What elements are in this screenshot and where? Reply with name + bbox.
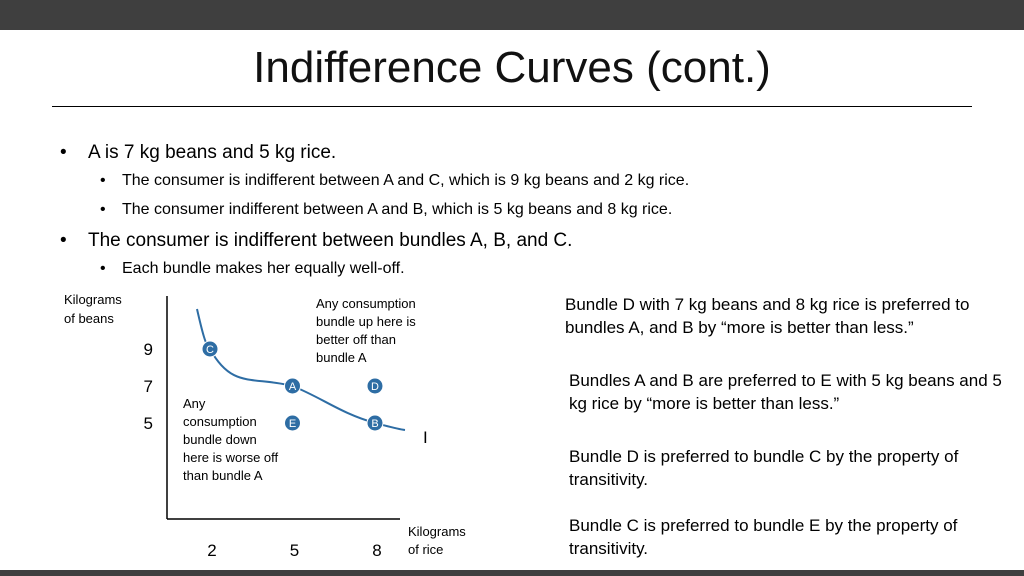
bundle-label: B — [371, 418, 378, 430]
bundle-marker — [284, 414, 301, 432]
title-divider — [52, 106, 972, 107]
bundle-point-d: D — [366, 377, 384, 395]
slide-title: Indifference Curves (cont.) — [253, 43, 771, 92]
note-bundle-d: Bundle D with 7 kg beans and 8 kg rice i… — [565, 295, 970, 337]
bundle-label: E — [289, 418, 296, 430]
annotation-upper: Any consumption bundle up here is better… — [316, 296, 419, 365]
curve-label: I — [423, 428, 428, 447]
bundle-point-e: E — [284, 414, 301, 432]
bundle-label: C — [206, 344, 214, 356]
bundle-label: D — [371, 381, 379, 393]
y-tick-label: 9 — [144, 340, 153, 359]
x-tick-label: 5 — [290, 541, 299, 560]
bundle-point-a: A — [284, 377, 301, 395]
x-axis-label: Kilograms of rice — [408, 524, 469, 557]
bundle-marker — [284, 377, 301, 395]
x-tick-label: 8 — [372, 541, 381, 560]
note-d-over-c: Bundle D is preferred to bundle C by the… — [569, 447, 959, 489]
y-tick-label: 5 — [144, 414, 153, 433]
bundle-marker — [201, 340, 219, 358]
bundle-marker — [366, 414, 384, 432]
annotation-lower: Any consumption bundle down here is wors… — [183, 396, 282, 483]
bullet-item: The consumer is indifferent between A an… — [60, 170, 960, 192]
bullet-item: The consumer is indifferent between bund… — [60, 228, 960, 254]
bottom-bar — [0, 570, 1024, 576]
bullet-item: Each bundle makes her equally well-off. — [60, 258, 960, 280]
bundle-point-c: C — [201, 340, 219, 358]
bundle-marker — [366, 377, 384, 395]
y-tick-label: 7 — [144, 377, 153, 396]
note-bundles-ab: Bundles A and B are preferred to E with … — [569, 371, 1002, 413]
bundle-label: A — [289, 381, 297, 393]
top-bar — [0, 0, 1024, 30]
note-c-over-e: Bundle C is preferred to bundle E by the… — [569, 516, 958, 558]
bullet-item: The consumer indifferent between A and B… — [60, 199, 960, 221]
bullet-list: A is 7 kg beans and 5 kg rice. The consu… — [60, 140, 960, 287]
x-tick-label: 2 — [207, 541, 216, 560]
y-axis-label: Kilograms of beans — [64, 292, 125, 326]
bundle-point-b: B — [366, 414, 384, 432]
bullet-item: A is 7 kg beans and 5 kg rice. — [60, 140, 960, 166]
